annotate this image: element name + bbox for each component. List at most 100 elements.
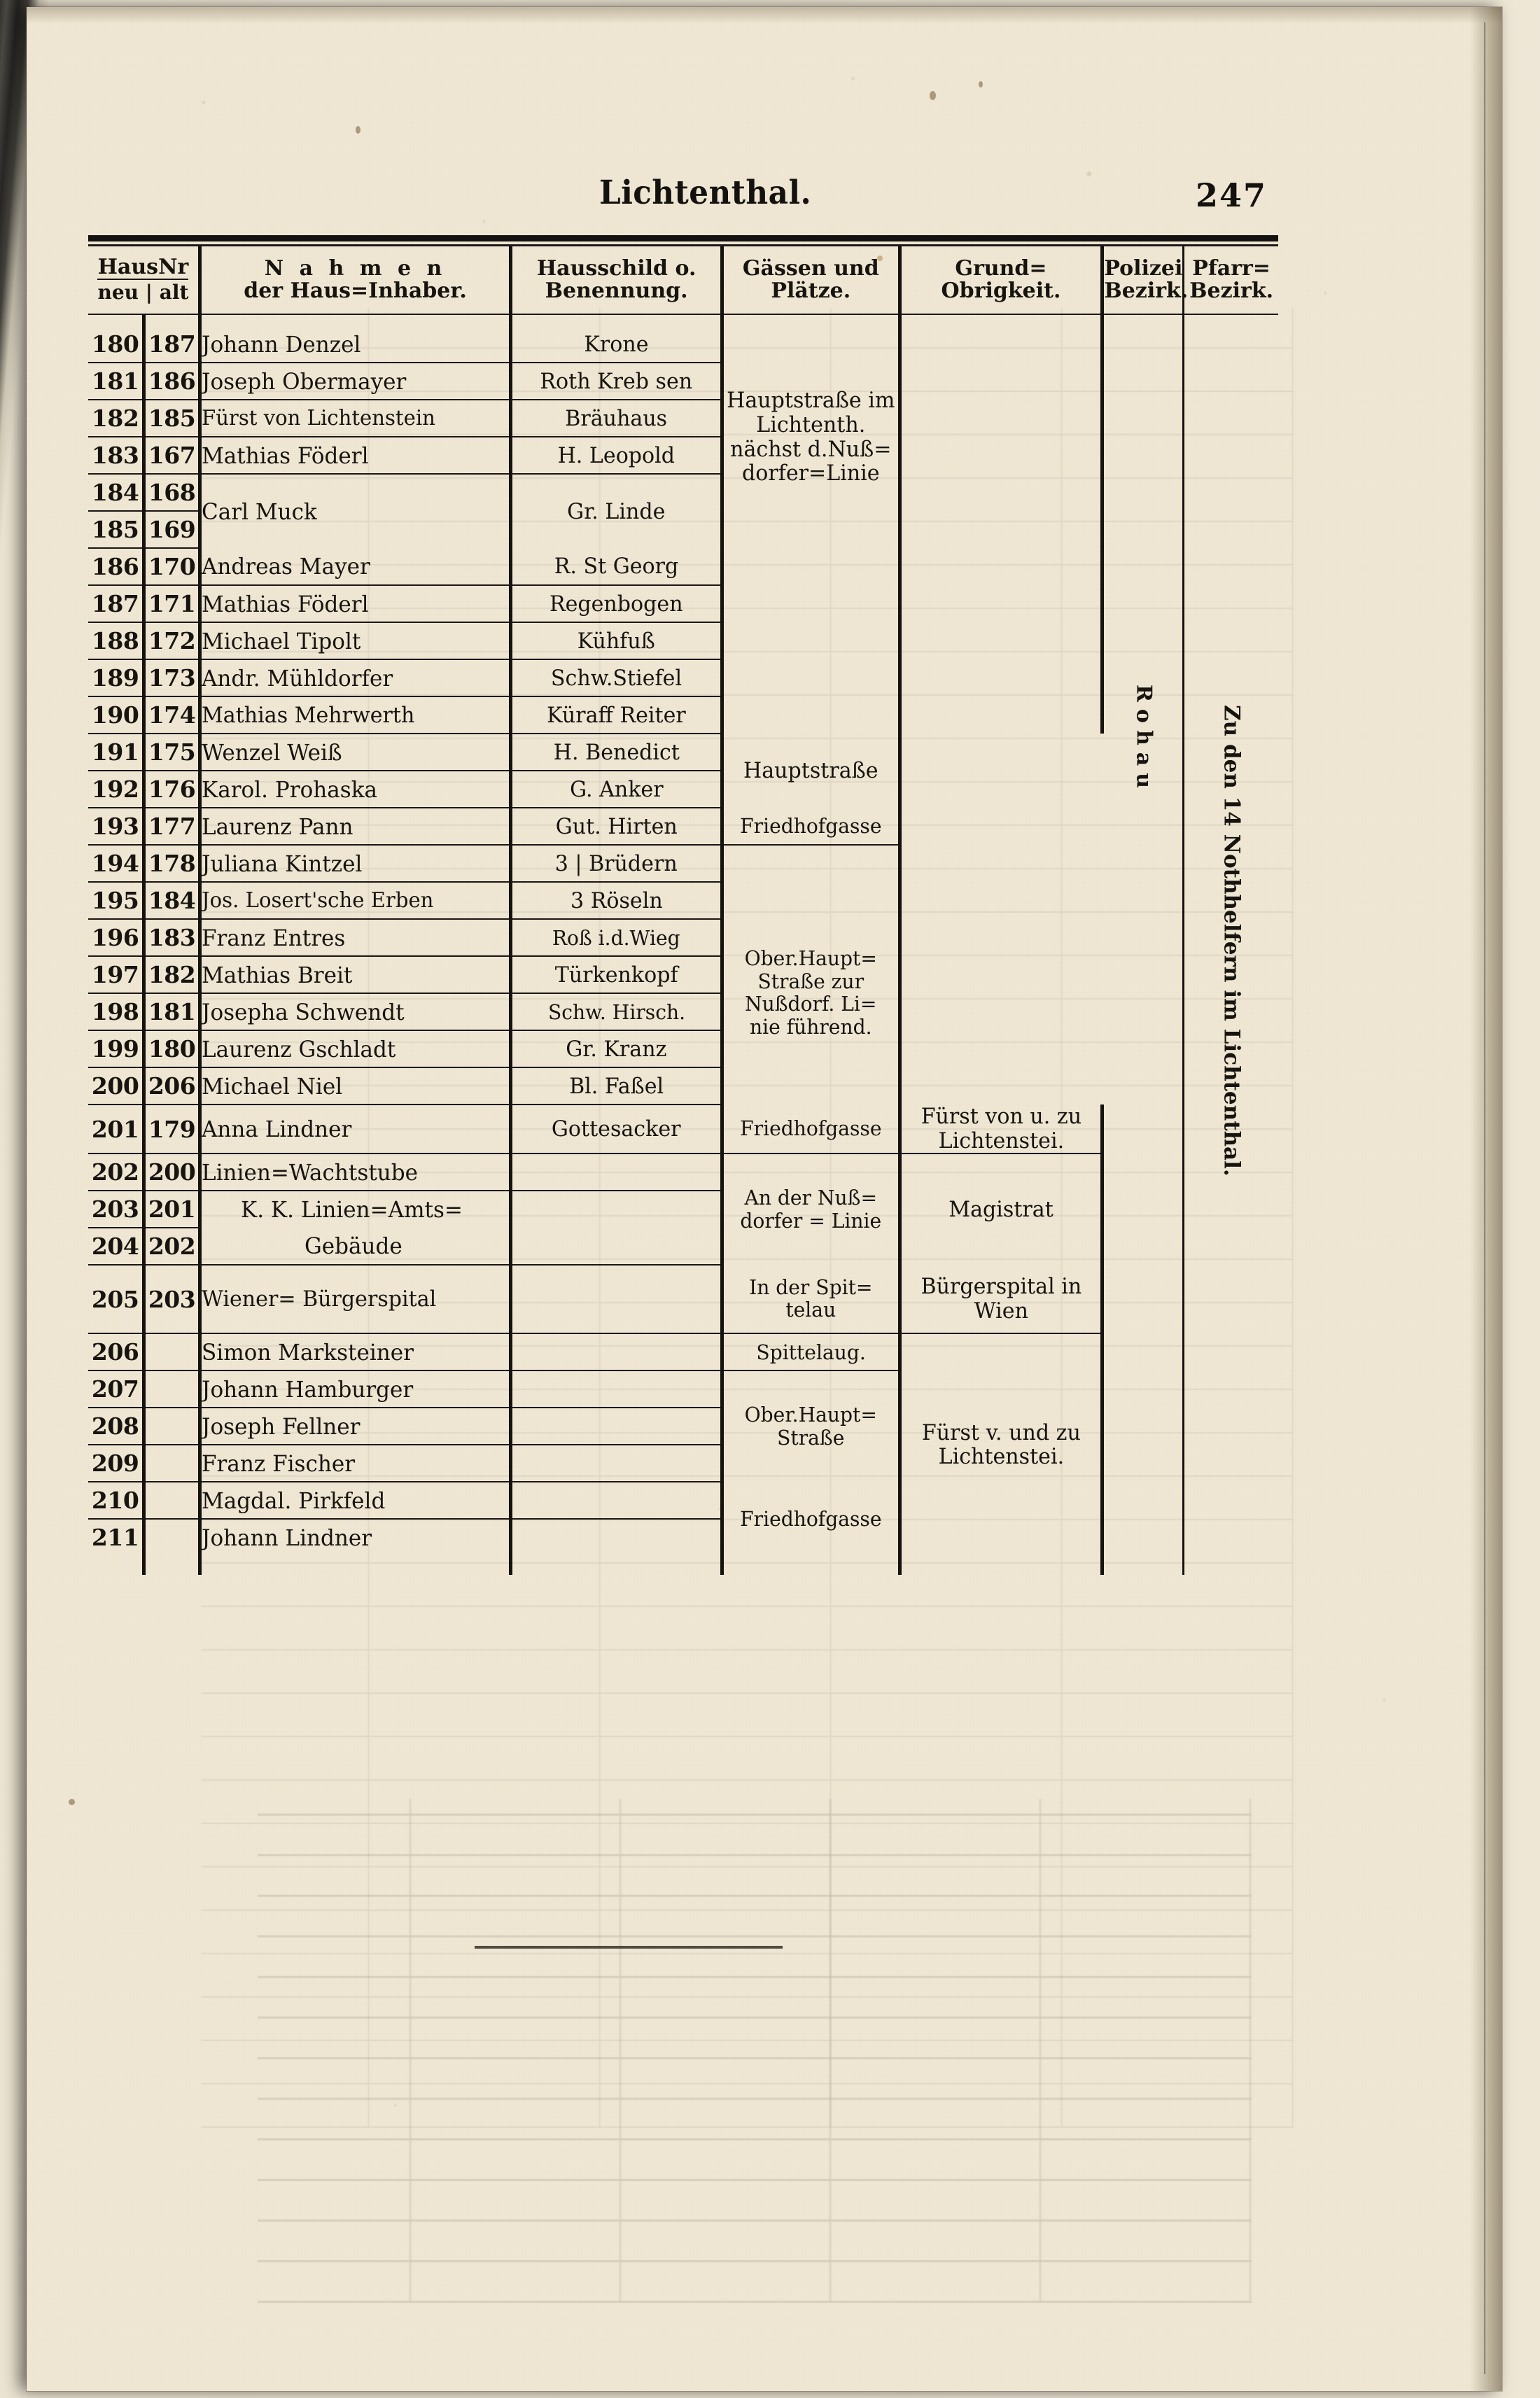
table-row[interactable]: 189 173 Andr. Mühldorfer Schw.Stiefel xyxy=(88,659,1278,697)
table-row[interactable]: 188 172 Michael Tipolt Kühfuß xyxy=(88,622,1278,660)
header-authority-line2: Obrigkeit. xyxy=(941,279,1061,303)
cell-house-no-new: 193 xyxy=(88,808,146,846)
header-names-line1: N a h m e n xyxy=(264,256,447,281)
cell-house-no-old: 168 xyxy=(144,474,202,512)
cell-street-group xyxy=(722,845,902,919)
page-tail-rule xyxy=(475,1946,783,1949)
table-foot-stub xyxy=(88,1555,1278,1576)
cell-house-no-old xyxy=(144,1445,202,1483)
cell-house-no-new: 199 xyxy=(88,1030,146,1068)
cell-house-no-old xyxy=(144,1370,202,1409)
header-authority: Grund= Obrigkeit. xyxy=(899,246,1105,315)
cell-house-no-new: 187 xyxy=(88,585,146,623)
cell-house-no-new: 210 xyxy=(88,1482,146,1520)
cell-house-sign xyxy=(510,1265,724,1335)
cell-street-group: Spittelaug. xyxy=(722,1333,902,1372)
cell-owner-name: Jos. Losert'sche Erben xyxy=(200,882,513,920)
table-row[interactable]: 184 168 Carl Muck Gr. Linde xyxy=(88,474,1278,548)
cell-house-no-new: 195 xyxy=(88,882,146,920)
cell-house-sign: R. St Georg xyxy=(510,548,724,586)
table-row[interactable]: 186 170 Andreas Mayer R. St Georg xyxy=(88,548,1278,734)
table-row[interactable]: 187 171 Mathias Föderl Regenbogen xyxy=(88,585,1278,623)
paper-speck xyxy=(356,126,360,134)
header-sign-line2: Benennung. xyxy=(545,279,688,303)
table-row[interactable]: 206 Simon Marksteiner Spittelaug. Fürst … xyxy=(88,1333,1278,1556)
cell-house-no-old: 200 xyxy=(144,1154,202,1192)
cell-house-no-new: 203 xyxy=(88,1191,146,1229)
table-row[interactable]: 202 200 Linien=Wachtstube An der Nuß= do… xyxy=(88,1154,1278,1556)
table-header-row: HausNr neu | alt N a h m e n der Haus=In… xyxy=(88,246,1278,315)
table-row[interactable]: 200 206 Michael Niel Bl. Faßel xyxy=(88,1067,1278,1105)
table-row[interactable]: 193 177 Laurenz Pann Gut. Hirten Friedho… xyxy=(88,808,1278,846)
cell-house-no-old: 170 xyxy=(144,548,202,586)
cell-house-sign xyxy=(510,1445,724,1483)
table-row[interactable]: 182 185 Fürst von Lichtenstein Bräuhaus xyxy=(88,400,1278,437)
cell-authority-group xyxy=(899,326,1105,734)
cell-authority-group: Bürgerspital in Wien xyxy=(899,1265,1105,1335)
table-grid: HausNr neu | alt N a h m e n der Haus=In… xyxy=(88,246,1278,1576)
table-row[interactable]: 201 179 Anna Lindner Gottesacker Friedho… xyxy=(88,1105,1278,1155)
table-row[interactable]: 192 176 Karol. Prohaska G. Anker xyxy=(88,771,1278,808)
table-row[interactable]: 210 Magdal. Pirkfeld Friedhofgasse xyxy=(88,1482,1278,1556)
cell-owner-name: Gebäude xyxy=(200,1228,513,1266)
page-right-shadow xyxy=(1470,7,1502,2391)
cell-owner-name: Linien=Wachtstube xyxy=(200,1154,513,1192)
header-sign-line1: Hausschild o. xyxy=(536,256,696,281)
table-row[interactable]: 191 175 Wenzel Weiß H. Benedict Hauptstr… xyxy=(88,734,1278,808)
cell-street-group xyxy=(722,548,902,734)
cell-house-no-old: 174 xyxy=(144,696,202,734)
cell-house-no-new: 188 xyxy=(88,622,146,660)
cell-house-no-new: 185 xyxy=(88,511,146,549)
header-streets-line1: Gässen und xyxy=(742,256,879,281)
cell-house-sign: Gut. Hirten xyxy=(510,808,724,846)
cell-house-no-old: 169 xyxy=(144,511,202,549)
cell-house-no-old: 177 xyxy=(144,808,202,846)
table-row[interactable]: 197 182 Mathias Breit Türkenkopf xyxy=(88,956,1278,994)
cell-owner-name: Laurenz Gschladt xyxy=(200,1030,513,1068)
table-row[interactable]: 196 183 Franz Entres Roß i.d.Wieg Ober.H… xyxy=(88,919,1278,1067)
cell-house-no-new: 208 xyxy=(88,1408,146,1446)
table-row[interactable]: 211 Johann Lindner xyxy=(88,1519,1278,1556)
table-row[interactable]: 207 Johann Hamburger Ober.Haupt= Straße xyxy=(88,1370,1278,1482)
table-row[interactable]: 194 178 Juliana Kintzel 3 | Brüdern xyxy=(88,845,1278,919)
cell-house-sign: 3 | Brüdern xyxy=(510,845,724,883)
table-row[interactable]: 183 167 Mathias Föderl H. Leopold xyxy=(88,437,1278,475)
cell-house-no-old: 175 xyxy=(144,734,202,771)
cell-house-sign xyxy=(510,1370,724,1409)
table-row[interactable]: 185 169 xyxy=(88,511,1278,549)
table-row[interactable]: 199 180 Laurenz Gschladt Gr. Kranz xyxy=(88,1030,1278,1068)
cell-house-no-new: 206 xyxy=(88,1333,146,1372)
header-streets: Gässen und Plätze. xyxy=(722,246,902,315)
header-new-label: neu xyxy=(97,281,139,304)
cell-house-no-new: 202 xyxy=(88,1154,146,1192)
table-row[interactable]: 198 181 Josepha Schwendt Schw. Hirsch. xyxy=(88,993,1278,1031)
page-border-rule xyxy=(1274,22,1485,2374)
cell-house-no-new: 189 xyxy=(88,659,146,697)
cell-house-sign: Bräuhaus xyxy=(510,400,724,437)
cell-authority-group: Fürst von u. zu Lichtenstei. xyxy=(899,1105,1105,1155)
table-row[interactable]: 209 Franz Fischer xyxy=(88,1445,1278,1483)
directory-table: HausNr neu | alt N a h m e n der Haus=In… xyxy=(88,235,1278,1576)
cell-owner-name: Joseph Fellner xyxy=(200,1408,513,1446)
cell-house-no-old: 184 xyxy=(144,882,202,920)
table-row[interactable]: 181 186 Joseph Obermayer Roth Kreb sen xyxy=(88,363,1278,400)
cell-owner-name: Michael Niel xyxy=(200,1067,513,1105)
table-row[interactable]: 203 201 K. K. Linien=Amts= xyxy=(88,1191,1278,1229)
table-row[interactable]: 205 203 Wiener= Bürgerspital In der Spit… xyxy=(88,1265,1278,1335)
cell-owner-name: Wiener= Bürgerspital xyxy=(200,1265,513,1335)
table-row[interactable]: 180 187 Johann Denzel Krone Hauptstraße … xyxy=(88,326,1278,1177)
cell-house-sign: Krone xyxy=(510,326,724,363)
cell-house-sign xyxy=(510,1154,724,1192)
cell-house-no-new: 190 xyxy=(88,696,146,734)
header-gap-row xyxy=(88,314,1278,326)
table-row[interactable]: 195 184 Jos. Losert'sche Erben 3 Röseln xyxy=(88,882,1278,920)
cell-house-no-new: 204 xyxy=(88,1228,146,1266)
table-row[interactable]: 190 174 Mathias Mehrwerth Küraff Reiter xyxy=(88,696,1278,734)
table-row[interactable]: 208 Joseph Fellner xyxy=(88,1408,1278,1446)
table-row[interactable]: 204 202 Gebäude xyxy=(88,1228,1278,1266)
cell-house-no-old: 181 xyxy=(144,993,202,1031)
cell-house-sign: Gottesacker xyxy=(510,1105,724,1155)
cell-house-no-new: 192 xyxy=(88,771,146,808)
header-house-sign: Hausschild o. Benennung. xyxy=(510,246,724,315)
